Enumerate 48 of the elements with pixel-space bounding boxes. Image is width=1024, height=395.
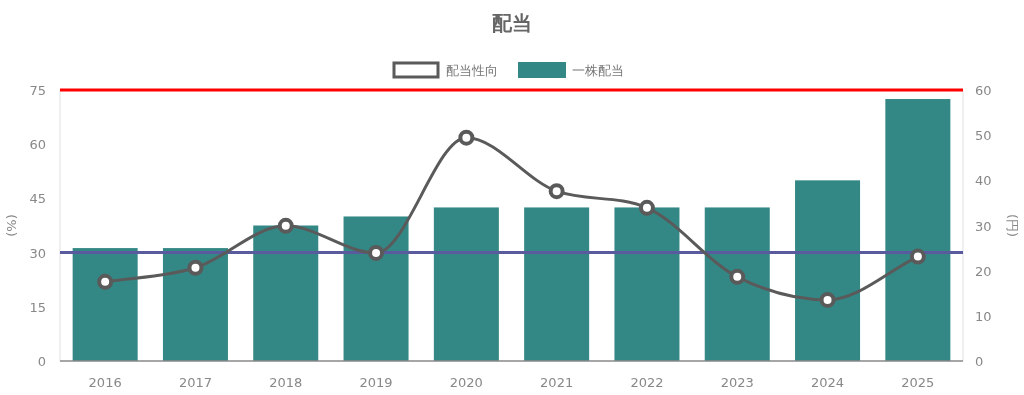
x-tick-label: 2023 [720, 375, 754, 390]
y-tick-label: 60 [29, 137, 46, 153]
y2-axis-title: (円) [1005, 213, 1020, 238]
x-tick-label: 2017 [178, 375, 212, 390]
point [638, 199, 655, 216]
y2-tick-label: 20 [975, 263, 992, 279]
point [819, 291, 836, 308]
point [187, 259, 204, 276]
y2-tick-label: 0 [975, 354, 984, 369]
point [729, 268, 746, 285]
point [548, 183, 565, 200]
bar [72, 248, 138, 361]
legend-label: 一株配当 [572, 63, 624, 78]
x-tick-label: 2016 [88, 375, 122, 390]
bar [795, 180, 861, 361]
x-tick-label: 2022 [630, 375, 664, 390]
x-tick-label: 2018 [269, 375, 303, 390]
bar [524, 207, 590, 361]
y-tick-label: 15 [29, 299, 46, 315]
y-tick-label: 75 [29, 83, 46, 98]
point [368, 244, 385, 261]
point [277, 217, 294, 234]
y-axis-title: (%) [4, 214, 19, 237]
y-tick-label: 30 [29, 245, 46, 261]
y2-tick-label: 30 [975, 218, 992, 234]
bar [704, 207, 770, 361]
x-tick-label: 2025 [901, 375, 935, 390]
legend-label: 配当性向 [446, 63, 498, 78]
x-tick-label: 2019 [359, 375, 393, 390]
point [97, 273, 114, 290]
bar [433, 207, 499, 361]
x-tick-label: 2020 [449, 375, 483, 390]
y2-tick-label: 40 [975, 173, 992, 189]
x-tick-label: 2021 [540, 375, 574, 390]
y2-tick-label: 50 [975, 128, 992, 144]
y-tick-label: 45 [29, 191, 46, 207]
x-tick-label: 2024 [811, 375, 845, 390]
bar [885, 99, 951, 361]
bar [162, 248, 228, 361]
y2-tick-label: 60 [975, 83, 992, 98]
point [909, 248, 926, 265]
y-tick-label: 0 [37, 354, 46, 369]
y2-tick-label: 10 [975, 308, 992, 324]
bar [614, 207, 680, 361]
chart-title: 配当 [492, 11, 532, 35]
point [458, 129, 475, 146]
bar [343, 216, 409, 361]
bar [253, 225, 319, 361]
